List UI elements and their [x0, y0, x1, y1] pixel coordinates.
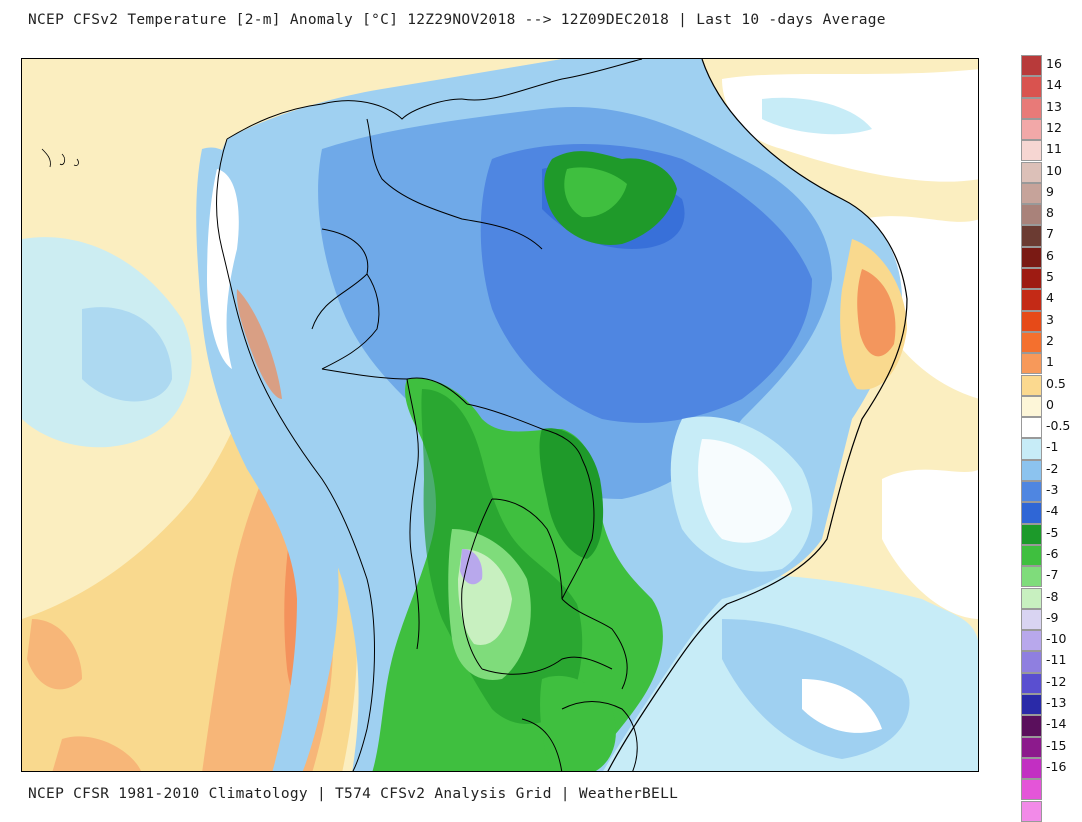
colorbar-label: -12 — [1046, 673, 1067, 689]
colorbar-swatch — [1021, 289, 1042, 311]
colorbar-swatch — [1021, 587, 1042, 609]
colorbar-swatch — [1021, 310, 1042, 332]
colorbar-label: -14 — [1046, 716, 1067, 732]
colorbar-swatch — [1021, 694, 1042, 716]
colorbar-swatch — [1021, 417, 1042, 439]
colorbar-swatch — [1021, 608, 1042, 631]
colorbar-label: 1 — [1046, 354, 1054, 370]
colorbar-swatch — [1021, 97, 1042, 119]
colorbar-label: 14 — [1046, 77, 1062, 93]
colorbar-swatch — [1021, 481, 1042, 503]
colorbar-label: -5 — [1046, 524, 1059, 540]
colorbar-label: 13 — [1046, 98, 1062, 114]
coastline — [607, 59, 908, 771]
colorbar-label: -16 — [1046, 758, 1067, 774]
colorbar-label: -11 — [1046, 652, 1067, 668]
colorbar-label: 9 — [1046, 183, 1054, 199]
colorbar-label: -15 — [1046, 737, 1067, 753]
colorbar-label: 10 — [1046, 162, 1062, 178]
colorbar-swatch — [1021, 268, 1042, 290]
colorbar-label: 11 — [1046, 141, 1062, 157]
colorbar-label: 7 — [1046, 226, 1054, 242]
colorbar-swatch — [1021, 182, 1042, 205]
colorbar-label: -7 — [1046, 567, 1059, 583]
colorbar-label: -3 — [1046, 482, 1059, 497]
colorbar-label: 3 — [1046, 311, 1054, 327]
anomaly-map — [21, 58, 979, 772]
colorbar-swatch — [1021, 395, 1042, 418]
colorbar-swatch — [1021, 502, 1042, 524]
country-borders — [216, 59, 643, 771]
colorbar-swatch — [1021, 331, 1042, 354]
colorbar-label: -1 — [1046, 439, 1059, 455]
map-canvas — [22, 59, 978, 771]
colorbar-swatch — [1021, 715, 1042, 737]
colorbar-label: -13 — [1046, 695, 1067, 710]
colorbar-swatch — [1021, 353, 1042, 375]
colorbar-label: -6 — [1046, 545, 1059, 561]
colorbar-swatch — [1021, 544, 1042, 567]
colorbar-swatch — [1021, 55, 1042, 77]
colorbar-label: 4 — [1046, 290, 1054, 306]
colorbar-swatch — [1021, 757, 1042, 780]
footer-credits: NCEP CFSR 1981-2010 Climatology | T574 C… — [28, 786, 679, 802]
colorbar-label: -4 — [1046, 503, 1059, 519]
colorbar-label: 6 — [1046, 247, 1054, 263]
colorbar-swatch — [1021, 246, 1042, 268]
colorbar-label: -10 — [1046, 631, 1067, 647]
galapagos-islands — [41, 148, 79, 168]
colorbar-swatch — [1021, 630, 1042, 652]
colorbar-swatch — [1021, 651, 1042, 673]
colorbar-label: 0 — [1046, 396, 1054, 412]
colorbar-label: -0.5 — [1046, 418, 1071, 434]
colorbar-swatch — [1021, 140, 1042, 162]
colorbar-label: 16 — [1046, 56, 1062, 71]
colorbar-label: 8 — [1046, 205, 1054, 221]
chart-title: NCEP CFSv2 Temperature [2-m] Anomaly [°C… — [28, 12, 886, 28]
colorbar-swatch — [1021, 438, 1042, 460]
colorbar-label: 5 — [1046, 269, 1054, 284]
colorbar-swatch — [1021, 523, 1042, 545]
colorbar-label: 0.5 — [1046, 375, 1066, 391]
colorbar-swatch — [1021, 118, 1042, 141]
colorbar-swatch — [1021, 800, 1042, 822]
colorbar-swatch — [1021, 225, 1042, 247]
colorbar-swatch — [1021, 76, 1042, 98]
colorbar-swatch — [1021, 736, 1042, 758]
colorbar-swatch — [1021, 566, 1042, 588]
colorbar-swatch — [1021, 161, 1042, 183]
colorbar-label: 2 — [1046, 332, 1054, 348]
colorbar-swatch — [1021, 204, 1042, 226]
colorbar-swatch — [1021, 672, 1042, 694]
colorbar-swatch — [1021, 374, 1042, 396]
colorbar-label: 12 — [1046, 119, 1062, 135]
colorbar-swatch — [1021, 459, 1042, 481]
colorbar-label: -9 — [1046, 609, 1059, 625]
colorbar-swatch — [1021, 779, 1042, 801]
colorbar-label: -8 — [1046, 588, 1059, 604]
colorbar-label: -2 — [1046, 460, 1059, 476]
